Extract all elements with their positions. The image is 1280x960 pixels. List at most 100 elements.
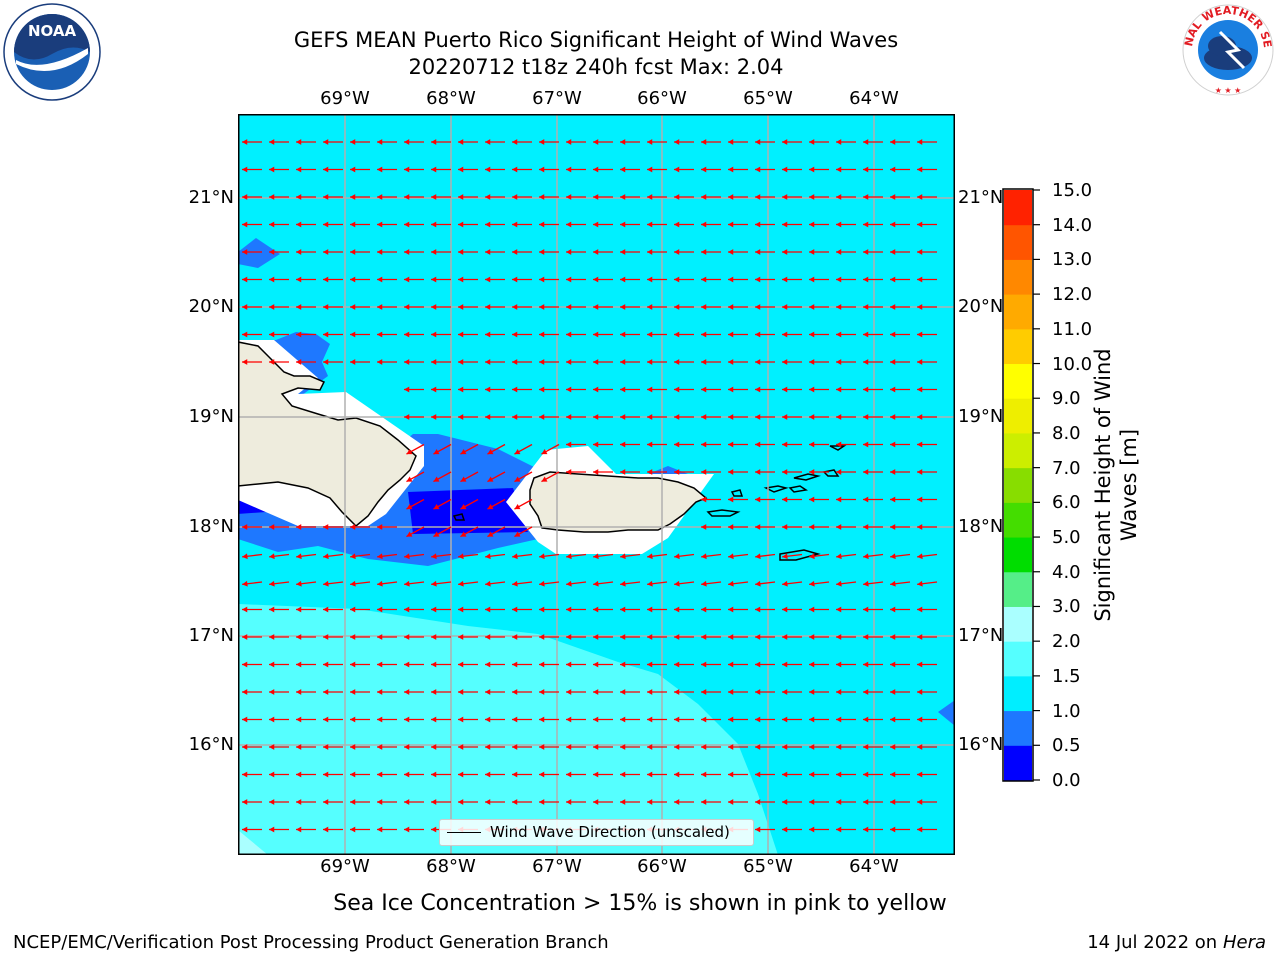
wind-wave-arrow [701, 744, 721, 750]
wind-wave-arrow [890, 553, 911, 560]
wind-wave-arrow [701, 359, 721, 365]
wind-wave-arrow [863, 580, 884, 587]
map-legend: Wind Wave Direction (unscaled) [439, 819, 754, 846]
wind-wave-arrow [566, 139, 586, 145]
wind-wave-arrow [485, 221, 505, 228]
wind-wave-arrow [701, 441, 721, 448]
wind-wave-arrow [593, 139, 613, 145]
lon-label-bottom: 69°W [320, 856, 370, 877]
wind-wave-arrow [242, 359, 262, 365]
wind-wave-arrow [782, 304, 802, 310]
wind-wave-arrow [647, 194, 667, 200]
wind-wave-arrow [433, 443, 452, 455]
wind-wave-arrow [674, 744, 694, 750]
wind-wave-arrow [512, 553, 533, 560]
wind-wave-arrow [458, 799, 478, 805]
wind-wave-arrow [593, 331, 613, 338]
wind-wave-arrow [566, 276, 586, 283]
wind-wave-arrow [296, 194, 316, 200]
wind-wave-arrow [728, 606, 748, 613]
wind-wave-arrow [431, 359, 451, 365]
wind-wave-arrow [674, 139, 694, 145]
wind-wave-arrow [701, 496, 721, 503]
wind-wave-arrow [406, 498, 425, 510]
wind-wave-arrow [377, 359, 397, 365]
wind-wave-arrow [620, 304, 640, 310]
wind-wave-arrow [755, 634, 775, 640]
wind-wave-arrow [890, 221, 910, 228]
wind-wave-arrow [566, 744, 586, 750]
wind-wave-arrow [836, 524, 856, 530]
wind-wave-arrow [323, 221, 343, 228]
colorbar-tick-label: 6.0 [1052, 492, 1081, 514]
wind-wave-arrow [674, 441, 694, 448]
wind-wave-arrow [890, 331, 910, 338]
map-subtitle: 20220712 t18z 240h fcst Max: 2.04 [408, 55, 784, 79]
wind-wave-arrow [323, 359, 343, 365]
wind-wave-arrow [485, 386, 505, 393]
wind-wave-arrow [539, 139, 559, 145]
wind-wave-arrow [242, 771, 262, 778]
wind-wave-arrow [863, 139, 883, 145]
colorbar-tick-label: 15.0 [1052, 180, 1093, 201]
wind-wave-arrow [917, 276, 937, 283]
wind-wave-arrow [593, 634, 613, 640]
wind-wave-arrow [404, 221, 424, 228]
wind-wave-arrow [406, 443, 425, 455]
wind-wave-arrow [269, 826, 289, 833]
wind-wave-arrow [566, 716, 586, 723]
wind-wave-arrow [323, 661, 343, 668]
wind-wave-arrow [620, 276, 640, 283]
wind-wave-arrow [431, 386, 451, 393]
wind-wave-arrow [539, 386, 559, 393]
svg-text:NOAA: NOAA [28, 22, 77, 40]
wind-wave-arrow [782, 441, 802, 448]
wind-wave-arrow [890, 276, 910, 283]
wind-wave-arrow [539, 331, 559, 338]
wind-wave-arrow [458, 771, 478, 778]
wind-wave-arrow [728, 771, 748, 778]
wind-wave-arrow [836, 359, 856, 365]
wind-wave-arrow [404, 634, 424, 640]
wind-wave-arrow [863, 553, 884, 560]
wind-wave-arrow [782, 744, 802, 750]
wind-wave-arrow [701, 689, 721, 695]
wind-wave-arrow [620, 771, 640, 778]
wind-wave-arrow [809, 469, 829, 475]
wind-wave-arrow [350, 826, 370, 833]
wind-wave-arrow [728, 634, 748, 640]
wind-wave-arrow [647, 359, 667, 365]
wind-wave-arrow [701, 139, 721, 145]
wind-wave-arrow [917, 194, 937, 200]
wind-wave-arrow [863, 606, 883, 613]
lat-label-right: 21°N [958, 187, 1004, 208]
wind-wave-arrow [512, 661, 532, 668]
wind-wave-arrow [890, 249, 910, 255]
wind-wave-arrow [404, 553, 425, 560]
wind-wave-arrow [377, 826, 397, 833]
wind-wave-arrow [242, 276, 262, 283]
wind-wave-arrow [782, 221, 802, 228]
wind-wave-arrow [566, 331, 586, 338]
colorbar-tick-label: 0.5 [1052, 735, 1081, 757]
wind-wave-arrow [458, 716, 478, 723]
wind-wave-arrow [917, 553, 938, 560]
wind-wave-arrow [755, 496, 775, 503]
wind-wave-arrow [485, 249, 505, 255]
colorbar-title-line2: Waves [m] [1117, 428, 1141, 542]
wind-wave-arrow [863, 496, 883, 503]
wind-wave-arrow [836, 771, 856, 778]
wind-wave-arrow [539, 553, 560, 560]
wind-wave-arrow [674, 716, 694, 723]
wind-wave-arrow [350, 580, 371, 587]
wind-wave-arrow [728, 221, 748, 228]
wind-wave-arrow [350, 524, 370, 530]
wind-wave-arrow [863, 276, 883, 283]
wind-wave-arrow [566, 634, 586, 640]
wind-wave-arrow [647, 799, 667, 805]
wind-wave-arrow [701, 634, 721, 640]
colorbar-tick-label: 0.0 [1052, 770, 1081, 791]
wind-wave-arrow [431, 331, 451, 338]
wind-wave-arrow [593, 249, 613, 255]
wind-wave-arrow [485, 689, 505, 695]
